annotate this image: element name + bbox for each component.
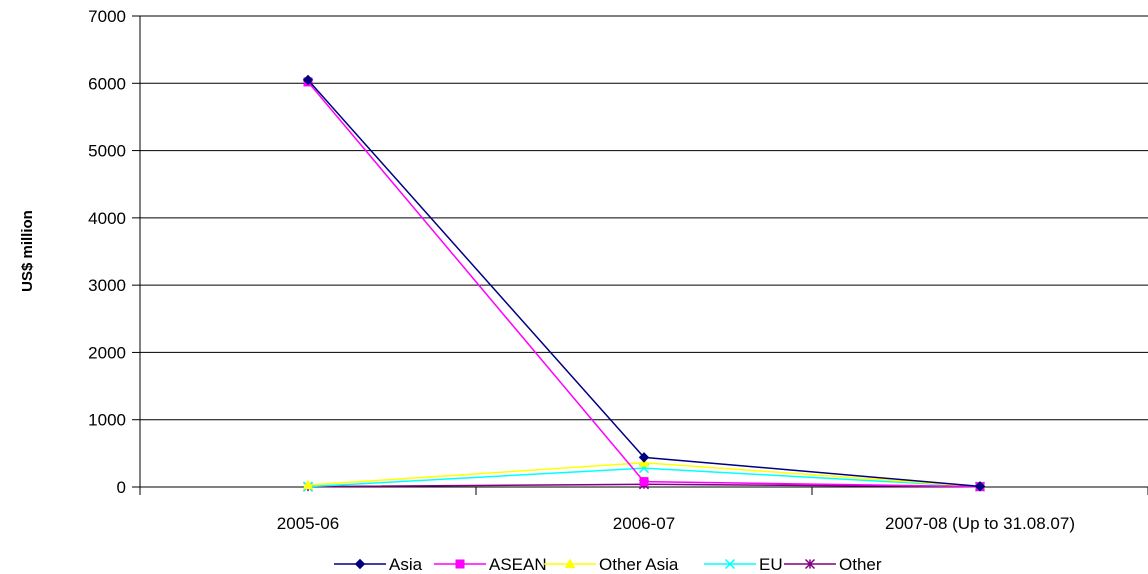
- legend-item: Other Asia: [544, 555, 679, 574]
- legend-item: EU: [704, 555, 783, 574]
- y-tick-label: 0: [117, 478, 126, 497]
- x-tick-label: 2007-08 (Up to 31.08.07): [885, 514, 1075, 533]
- data-point: [354, 558, 366, 570]
- y-tick-label: 6000: [88, 74, 126, 93]
- legend-item: Other: [784, 555, 882, 574]
- legend-label: Asia: [389, 555, 423, 574]
- legend-item: Asia: [334, 555, 423, 574]
- series-asean: [303, 77, 985, 492]
- axes: [132, 15, 1148, 495]
- data-point: [724, 558, 736, 570]
- legend-label: Other Asia: [599, 555, 679, 574]
- y-tick-label: 2000: [88, 343, 126, 362]
- data-point: [302, 74, 314, 86]
- legend-label: EU: [759, 555, 783, 574]
- x-tick-label: 2005-06: [277, 514, 339, 533]
- data-point: [639, 477, 649, 487]
- legend: Asia ASEAN Other Asia EU Other: [334, 555, 882, 574]
- series-line: [307, 79, 981, 488]
- y-tick-label: 4000: [88, 209, 126, 228]
- y-tick-label: 1000: [88, 411, 126, 430]
- series-asia: [302, 74, 986, 492]
- legend-label: ASEAN: [489, 555, 547, 574]
- data-point: [564, 558, 576, 569]
- series-lines: [302, 74, 986, 492]
- data-point: [974, 481, 986, 492]
- legend-item: ASEAN: [434, 555, 547, 574]
- y-axis-title: US$ million: [19, 210, 36, 292]
- legend-label: Other: [839, 555, 882, 574]
- data-point: [804, 558, 816, 570]
- y-tick-label: 7000: [88, 7, 126, 26]
- tick-labels: 0 1000 2000 3000 4000 5000 6000 7000 2005-06 2006…: [88, 7, 1075, 533]
- data-point: [455, 559, 465, 569]
- x-tick-label: 2006-07: [613, 514, 675, 533]
- y-tick-label: 5000: [88, 142, 126, 161]
- y-tick-label: 3000: [88, 276, 126, 295]
- data-point: [302, 479, 314, 490]
- gridlines: [140, 15, 1148, 421]
- data-point: [638, 452, 650, 463]
- series-line: [307, 81, 981, 488]
